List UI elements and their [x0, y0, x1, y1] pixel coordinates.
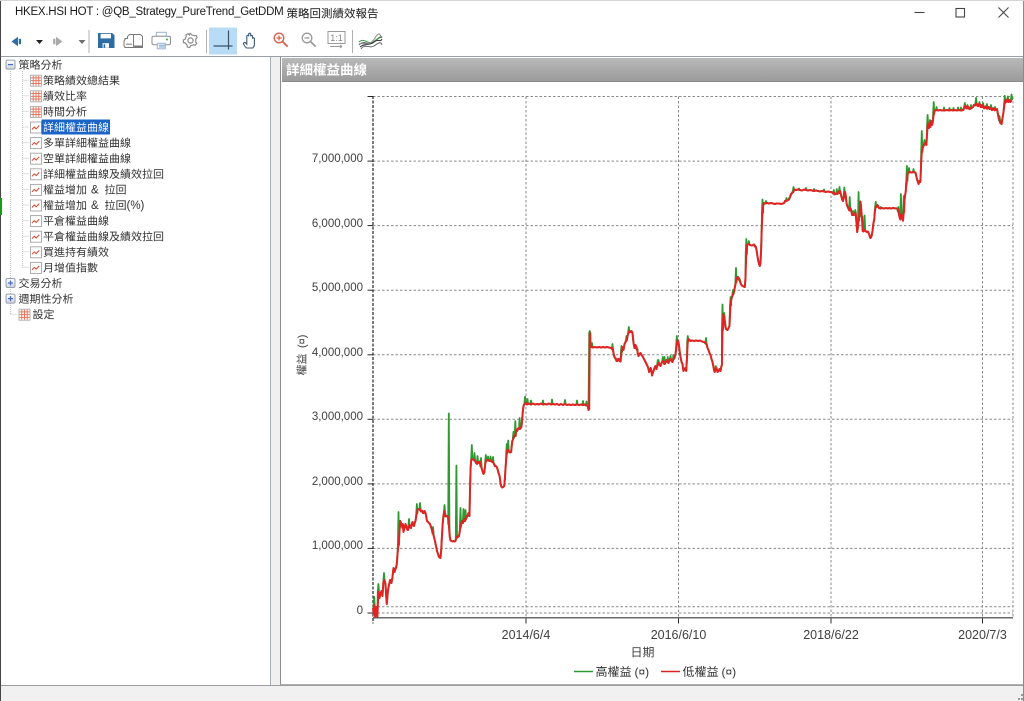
svg-text:(%): (%) — [127, 200, 145, 212]
svg-text:&: & — [91, 200, 99, 212]
svg-text:(¤): (¤) — [297, 335, 309, 348]
svg-text:(¤): (¤) — [722, 665, 737, 679]
svg-text:&: & — [91, 184, 99, 196]
svg-text:1:1: 1:1 — [330, 33, 343, 43]
svg-text:(¤): (¤) — [635, 665, 650, 679]
